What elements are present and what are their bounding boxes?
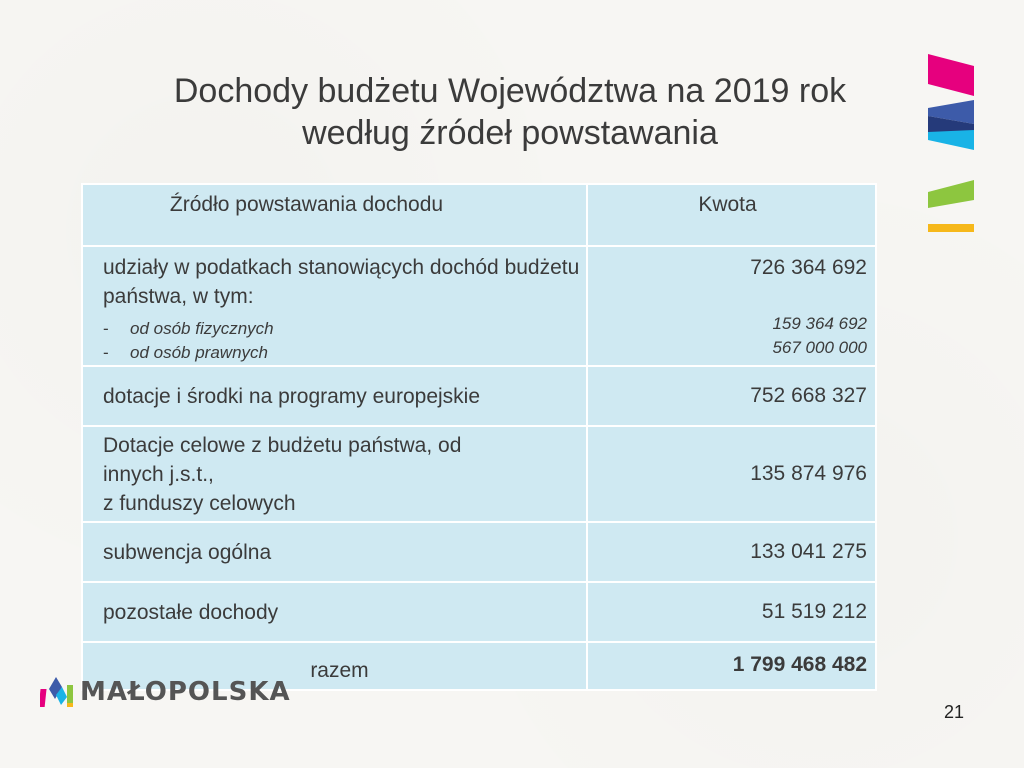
amount-value: 726 364 692 [750, 256, 867, 279]
header-amount: Kwota [586, 183, 877, 247]
page-number: 21 [944, 702, 965, 722]
source-cell: subwencja ogólna [81, 521, 588, 583]
table-total-row: razem 1 799 468 482 [81, 641, 877, 691]
malopolska-logo-icon [40, 677, 73, 707]
table-header-row: Źródło powstawania dochodu Kwota [81, 183, 877, 247]
title-line-2: według źródeł powstawania [302, 114, 718, 152]
source-line: Dotacje celowe z budżetu państwa, od [103, 433, 462, 457]
header-source: Źródło powstawania dochodu [81, 183, 588, 247]
malopolska-logo: MAŁOPOLSKA [40, 674, 291, 710]
slide-title: Dochody budżetu Województwa na 2019 rok … [80, 70, 940, 154]
total-label: razem [310, 658, 369, 682]
source-cell: pozostałe dochody [81, 581, 588, 643]
amount-cell: 752 668 327 [586, 365, 877, 427]
logo-text: MAŁOPOLSKA [80, 677, 291, 707]
sub-amounts: 159 364 692 567 000 000 [588, 312, 867, 360]
total-amount-cell: 1 799 468 482 [586, 641, 877, 691]
source-line: z funduszy celowych [103, 491, 296, 515]
source-line: innych j.s.t., [103, 462, 214, 486]
table-row: pozostałe dochody 51 519 212 [81, 581, 877, 643]
sub-item-amount: 567 000 000 [772, 338, 867, 357]
table-row: subwencja ogólna 133 041 275 [81, 521, 877, 583]
table-row: udziały w podatkach stanowiących dochód … [81, 245, 877, 367]
amount-cell: 135 874 976 [586, 425, 877, 523]
source-label: udziały w podatkach stanowiących dochód … [103, 256, 580, 308]
sub-item-label: od osób prawnych [103, 341, 586, 365]
amount-cell: 726 364 692 159 364 692 567 000 000 [586, 245, 877, 367]
table-row: dotacje i środki na programy europejskie… [81, 365, 877, 427]
sub-item-amount: 159 364 692 [772, 314, 867, 333]
decorative-stripes-icon [928, 54, 974, 232]
amount-cell: 51 519 212 [586, 581, 877, 643]
sub-items: od osób fizycznych od osób prawnych [103, 317, 586, 365]
table-row: Dotacje celowe z budżetu państwa, od inn… [81, 425, 877, 523]
amount-cell: 133 041 275 [586, 521, 877, 583]
source-cell: udziały w podatkach stanowiących dochód … [81, 245, 588, 367]
source-cell: dotacje i środki na programy europejskie [81, 365, 588, 427]
revenue-table: Źródło powstawania dochodu Kwota udziały… [81, 183, 877, 691]
total-label-cell: razem [81, 641, 588, 691]
sub-item-label: od osób fizycznych [103, 317, 586, 341]
title-line-1: Dochody budżetu Województwa na 2019 rok [173, 72, 847, 110]
source-cell: Dotacje celowe z budżetu państwa, od inn… [81, 425, 588, 523]
